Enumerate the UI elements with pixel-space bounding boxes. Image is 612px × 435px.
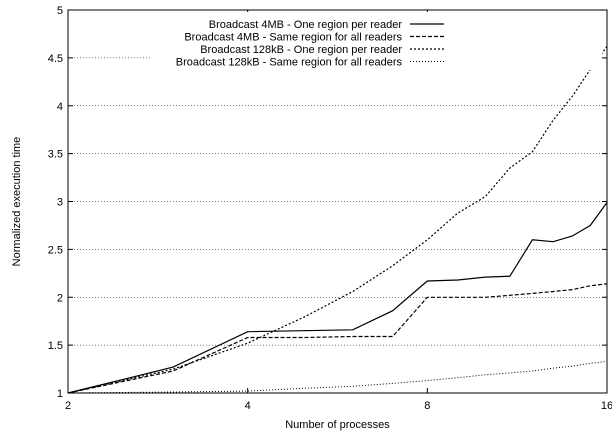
- y-tick-label: 2: [57, 292, 63, 304]
- x-axis-label: Number of processes: [285, 419, 390, 431]
- x-tick-label: 16: [601, 400, 612, 412]
- legend-label: Broadcast 128kB - Same region for all re…: [176, 57, 403, 69]
- series-line-1: [67, 202, 608, 394]
- y-tick-label: 1.5: [48, 340, 63, 352]
- y-tick-label: 5: [57, 5, 63, 17]
- y-tick-label: 2.5: [48, 244, 63, 256]
- y-tick-label: 4: [57, 101, 63, 113]
- x-tick-label: 2: [65, 400, 71, 412]
- legend-label: Broadcast 4MB - Same region for all read…: [184, 32, 402, 44]
- legend-label: Broadcast 4MB - One region per reader: [209, 19, 403, 31]
- legend-background: [150, 12, 602, 70]
- x-tick-label: 4: [245, 400, 251, 412]
- y-tick-label: 4.5: [48, 53, 63, 65]
- series-layer: [67, 46, 608, 394]
- y-tick-label: 1: [57, 388, 63, 400]
- legend: Broadcast 4MB - One region per readerBro…: [150, 12, 602, 70]
- legend-label: Broadcast 128kB - One region per reader: [200, 44, 402, 56]
- series-line-2: [67, 283, 608, 394]
- axis-ticks: 1 1.5 2 2.5 3 3.5 4 4.5 5 2 4 8 16: [48, 5, 612, 412]
- x-tick-label: 8: [424, 400, 430, 412]
- y-tick-label: 3.5: [48, 149, 63, 161]
- y-axis-label: Normalized execution time: [11, 137, 23, 267]
- y-tick-label: 3: [57, 197, 63, 209]
- series-line-4: [67, 360, 608, 394]
